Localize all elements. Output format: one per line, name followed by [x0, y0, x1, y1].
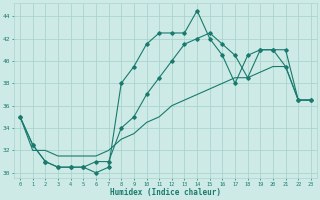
X-axis label: Humidex (Indice chaleur): Humidex (Indice chaleur) [110, 188, 221, 197]
